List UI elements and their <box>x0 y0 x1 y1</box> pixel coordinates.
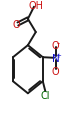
Text: O: O <box>52 40 59 50</box>
Text: -: - <box>56 39 59 47</box>
Text: OH: OH <box>29 1 44 11</box>
Text: N: N <box>52 53 59 63</box>
Text: O: O <box>52 66 59 76</box>
Text: +: + <box>55 53 61 59</box>
Text: Cl: Cl <box>41 90 50 100</box>
Text: O: O <box>12 20 20 30</box>
